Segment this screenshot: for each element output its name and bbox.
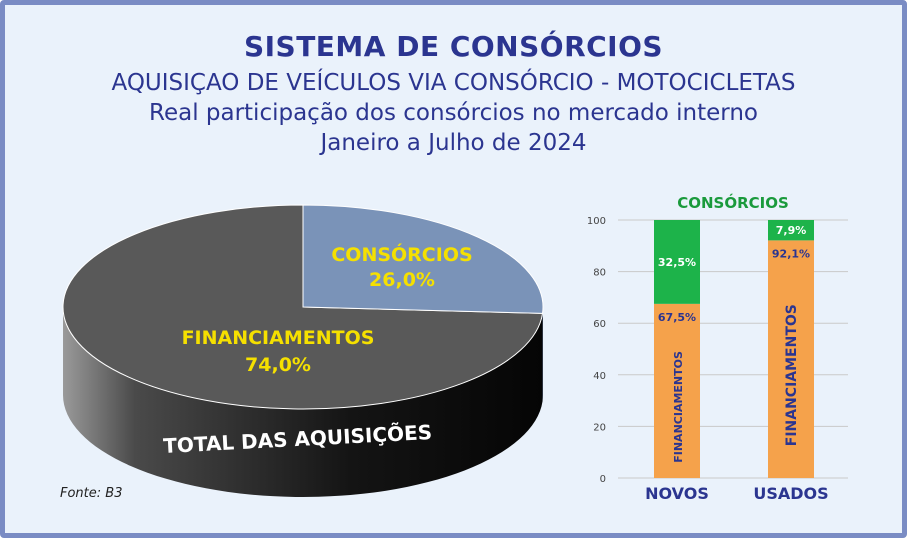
- stacked-bar-chart: CONSÓRCIOS 0 20 40 60 80 100 67,5% 32,5% FINANCIA…: [587, 193, 848, 503]
- y-tick-label: 0: [600, 474, 606, 485]
- bar-financiamentos: [768, 240, 814, 478]
- bar-consorcios: [768, 220, 814, 241]
- bar-series-label: FINANCIAMENTOS: [784, 304, 800, 446]
- bar-consorcios: [654, 220, 700, 304]
- value-label-consorcios: 7,9%: [776, 224, 807, 237]
- pie-value-financiamentos: 74,0%: [245, 354, 311, 376]
- subtitle-line4: Janeiro a Julho de 2024: [320, 130, 587, 156]
- bar-financiamentos: [654, 303, 700, 478]
- source-note: Fonte: B3: [60, 486, 123, 501]
- bar-chart-title: CONSÓRCIOS: [677, 193, 789, 212]
- category-label-usados: USADOS: [753, 484, 828, 503]
- pie-value-consorcios: 26,0%: [369, 269, 435, 291]
- subtitle-line3: Real participação dos consórcios no merc…: [149, 100, 758, 126]
- pie-chart: CONSÓRCIOS26,0%FINANCIAMENTOS74,0%TOTAL …: [62, 204, 544, 498]
- y-tick-label: 20: [593, 422, 606, 433]
- y-tick-label: 100: [587, 216, 606, 227]
- bar-series-label: FINANCIAMENTOS: [672, 351, 685, 463]
- value-label-consorcios: 32,5%: [658, 256, 696, 269]
- category-label-novos: NOVOS: [645, 484, 709, 503]
- value-label-financiamentos: 67,5%: [658, 311, 696, 324]
- pie-slice-consorcios: [302, 204, 544, 314]
- y-tick-label: 60: [593, 319, 606, 330]
- pie-label-consorcios: CONSÓRCIOS: [331, 242, 472, 266]
- y-tick-label: 80: [593, 268, 606, 279]
- pie-label-financiamentos: FINANCIAMENTOS: [182, 327, 375, 349]
- value-label-financiamentos: 92,1%: [772, 247, 810, 260]
- subtitle-line2: AQUISIÇAO DE VEÍCULOS VIA CONSÓRCIO - MO…: [111, 70, 796, 96]
- main-title: SISTEMA DE CONSÓRCIOS: [243, 30, 664, 63]
- y-tick-label: 40: [593, 371, 606, 382]
- pie-side-financiamentos: [63, 307, 543, 498]
